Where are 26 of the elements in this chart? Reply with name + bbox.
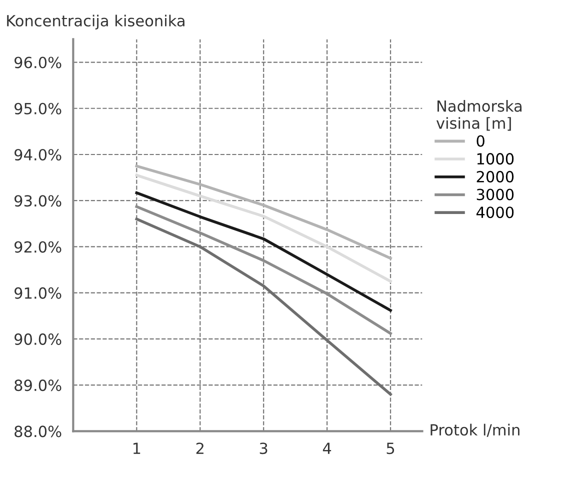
y-axis-title: Koncentracija kiseonika: [7, 14, 184, 30]
legend-label: 3000: [476, 188, 514, 200]
line-series: [135, 205, 392, 335]
line-series: [135, 164, 392, 260]
x-tick-label: 4: [322, 442, 332, 454]
legend-title: Nadmorska visina [m]: [436, 100, 522, 131]
y-tick-label: 93.0%: [14, 195, 62, 207]
x-tick-label: 2: [196, 442, 204, 454]
y-tick-label: 92.0%: [14, 241, 62, 253]
legend-label: 0: [476, 135, 484, 147]
y-tick-label: 88.0%: [14, 426, 62, 438]
legend-label: 2000: [476, 170, 514, 182]
x-axis-title: Protok l/min: [430, 424, 520, 437]
line-series: [135, 174, 392, 283]
y-tick-label: 91.0%: [14, 287, 62, 299]
y-tick-label: 89.0%: [14, 380, 62, 392]
x-tick-label: 5: [386, 442, 394, 454]
x-tick-label: 1: [133, 442, 140, 454]
y-tick-label: 95.0%: [14, 102, 62, 114]
legend-label: 1000: [477, 153, 514, 165]
x-tick-label: 3: [260, 442, 268, 454]
y-tick-label: 96.0%: [14, 56, 62, 68]
line-series: [135, 191, 392, 312]
y-tick-label: 94.0%: [14, 148, 62, 161]
y-tick-label: 90.0%: [14, 333, 62, 345]
legend-label: 4000: [476, 206, 514, 218]
